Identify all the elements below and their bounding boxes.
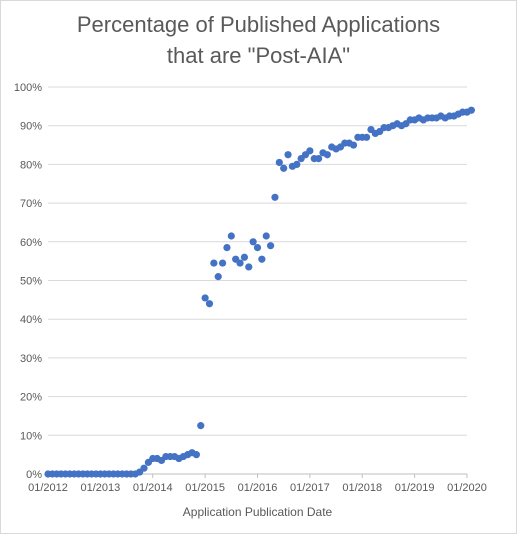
y-tick-label: 10% xyxy=(20,430,42,442)
data-point xyxy=(306,147,313,154)
y-tick-label: 100% xyxy=(14,82,42,94)
y-tick-label: 30% xyxy=(20,353,42,365)
x-axis-label: Application Publication Date xyxy=(183,505,333,519)
data-point xyxy=(193,451,200,458)
x-tick-label: 01/2018 xyxy=(342,482,382,494)
data-point xyxy=(210,259,217,266)
x-tick-label: 01/2017 xyxy=(290,482,330,494)
x-tick-label: 01/2012 xyxy=(28,482,68,494)
data-point xyxy=(276,159,283,166)
x-tick-label: 01/2020 xyxy=(447,482,487,494)
data-point xyxy=(228,232,235,239)
y-tick-label: 50% xyxy=(20,276,42,288)
x-tick-label: 01/2016 xyxy=(238,482,278,494)
x-tick-label: 01/2013 xyxy=(80,482,120,494)
gridlines xyxy=(48,87,467,474)
data-point xyxy=(241,254,248,261)
data-point xyxy=(284,151,291,158)
data-point xyxy=(254,244,261,251)
data-point xyxy=(202,294,209,301)
data-point xyxy=(258,256,265,263)
data-point xyxy=(280,165,287,172)
x-tick-label: 01/2014 xyxy=(133,482,173,494)
data-point xyxy=(197,422,204,429)
data-point xyxy=(263,232,270,239)
data-point xyxy=(250,238,257,245)
data-point xyxy=(267,242,274,249)
data-point xyxy=(219,259,226,266)
data-point xyxy=(223,244,230,251)
y-tick-label: 60% xyxy=(20,237,42,249)
y-tick-label: 0% xyxy=(26,469,42,481)
data-point xyxy=(324,151,331,158)
data-point xyxy=(245,263,252,270)
y-axis-ticks: 0% 10% 20% 30% 40% 50% 60% 70% 80% 90% 100% xyxy=(14,82,42,481)
y-tick-label: 80% xyxy=(20,159,42,171)
data-points xyxy=(44,107,475,478)
y-tick-label: 90% xyxy=(20,121,42,133)
data-point xyxy=(206,300,213,307)
x-tick-label: 01/2015 xyxy=(185,482,225,494)
data-point xyxy=(271,194,278,201)
data-point xyxy=(350,141,357,148)
y-tick-label: 70% xyxy=(20,198,42,210)
data-point xyxy=(215,273,222,280)
y-tick-label: 40% xyxy=(20,314,42,326)
data-point xyxy=(293,161,300,168)
data-point xyxy=(315,155,322,162)
data-point xyxy=(140,465,147,472)
data-point xyxy=(363,134,370,141)
data-point xyxy=(236,259,243,266)
y-tick-label: 20% xyxy=(20,392,42,404)
x-tick-label: 01/2019 xyxy=(395,482,435,494)
data-point xyxy=(468,107,475,114)
